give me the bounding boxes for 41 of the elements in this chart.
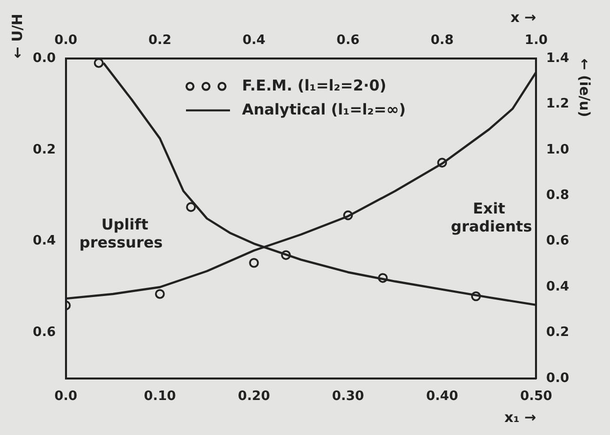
y2-tick-label: 0.2 [546,325,570,340]
x2-tick-label: 0.4 [242,32,266,48]
x-tick-label: 0.40 [426,388,458,404]
point [471,291,481,302]
y-tick-label: 0.2 [32,142,56,158]
x2-tick-label: 0.6 [336,32,360,48]
x2-tick-label: 1.0 [524,32,548,48]
x2-tick-label: 0.2 [148,32,172,48]
x-axis-title: x₁ → [504,410,536,426]
x-tick-label: 0.20 [238,388,270,404]
x-tick-label: 0.50 [520,388,552,404]
y-tick-label: 0.4 [32,234,56,249]
annotation: Exit gradients [450,199,532,236]
annotation: Uplift pressures [79,215,163,252]
legend-label: F.E.M. (l₁=l₂=2·0) [242,76,386,94]
y2-tick-label: 1.2 [546,96,570,112]
point [186,202,196,212]
x2-tick-label: 0.8 [430,32,454,48]
point [249,258,259,268]
legend-label: Analytical (l₁=l₂=∞) [242,100,406,118]
point [281,250,291,260]
y-axis-title: ← U/H [10,14,26,58]
x-tick-label: 0.0 [54,388,78,404]
point [343,210,353,220]
x2-axis-title: x → [510,10,536,26]
y2-tick-label: 0.8 [546,188,570,204]
point [155,289,165,299]
y2-tick-label: 0.4 [546,279,570,294]
x2-tick-label: 0.0 [54,32,78,48]
y2-tick-label: 0.0 [546,370,570,386]
y2-tick-label: 1.0 [546,142,570,158]
point [378,273,388,283]
point [437,158,448,168]
y2-axis-title: ← (ie/u) [576,58,592,118]
x-tick-label: 0.10 [144,388,176,404]
point [94,58,104,68]
y2-tick-label: 1.4 [546,50,570,66]
y-tick-label: 0.6 [32,325,56,340]
y2-tick-label: 0.6 [546,234,570,249]
x-tick-label: 0.30 [332,388,364,404]
y-tick-label: 0.0 [32,50,56,66]
